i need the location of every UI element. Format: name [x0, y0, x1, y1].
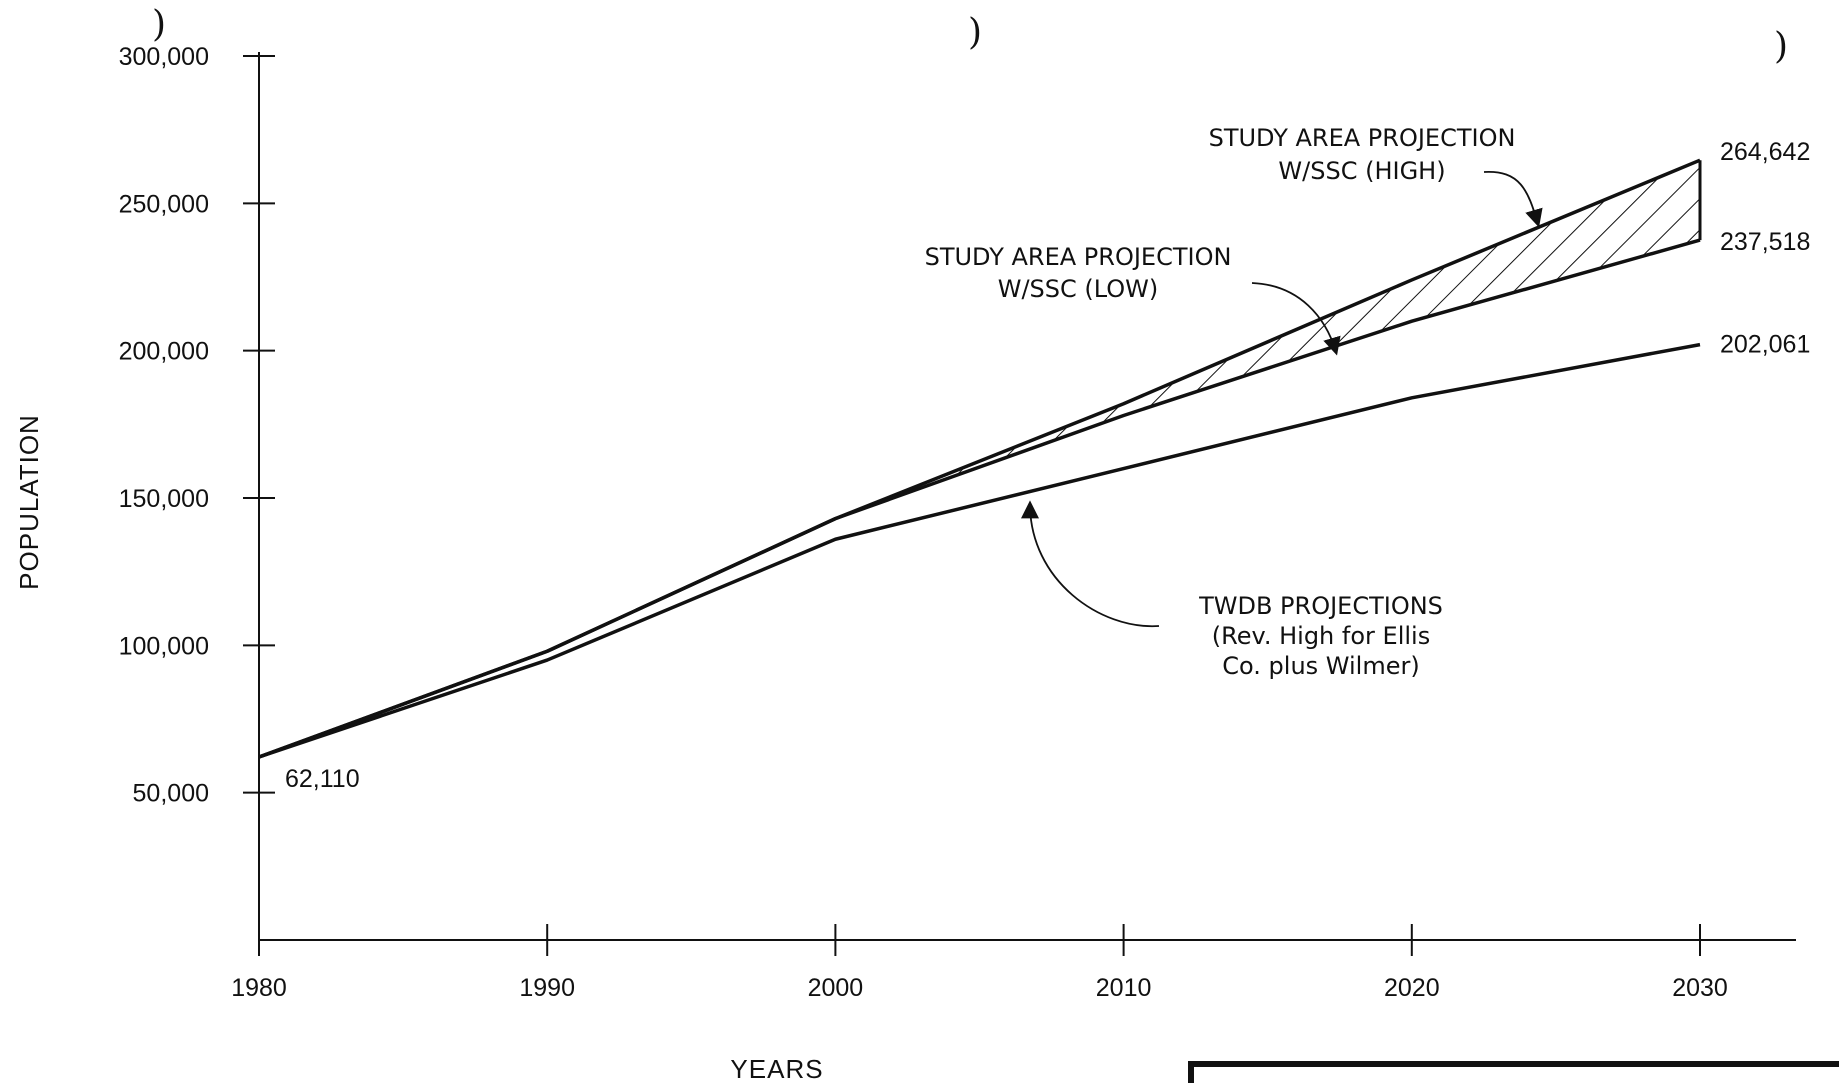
data-value-label: 202,061 [1720, 331, 1810, 359]
x-tick-label: 2010 [1096, 974, 1152, 1002]
annotation-text: (Rev. High for Ellis [1212, 622, 1430, 650]
y-tick-label: 200,000 [119, 338, 209, 366]
annotation-leader [1483, 171, 1543, 228]
annotation-leader [1021, 500, 1160, 627]
scan-mark: ) [968, 12, 982, 53]
series-line-twdb [258, 342, 1701, 759]
data-value-label: 62,110 [285, 765, 360, 793]
annotation-text: W/SSC (HIGH) [1278, 157, 1445, 185]
title-block-frame [1188, 1061, 1839, 1083]
x-tick-label: 1990 [519, 974, 575, 1002]
y-tick-label: 50,000 [133, 780, 209, 808]
annotation-text: STUDY AREA PROJECTION [925, 243, 1232, 271]
x-tick-label: 2030 [1672, 974, 1728, 1002]
x-tick-label: 1980 [231, 974, 287, 1002]
scan-mark: ) [152, 4, 166, 45]
x-tick-label: 2020 [1384, 974, 1440, 1002]
scan-mark: ) [1774, 26, 1788, 67]
y-axis-title: POPULATION [14, 414, 44, 590]
data-value-label: 264,642 [1720, 138, 1810, 166]
series-line-low [258, 238, 1701, 759]
y-tick-label: 250,000 [119, 190, 209, 218]
annotation-text: Co. plus Wilmer) [1222, 652, 1419, 680]
y-tick-label: 100,000 [119, 632, 209, 660]
data-value-label: 237,518 [1720, 228, 1810, 256]
y-tick-label: 150,000 [119, 485, 209, 513]
annotation-leader [1251, 282, 1341, 356]
annotation-text: STUDY AREA PROJECTION [1209, 124, 1516, 152]
x-tick-label: 2000 [808, 974, 864, 1002]
annotation-text: TWDB PROJECTIONS [1198, 592, 1443, 620]
annotation-text: W/SSC (LOW) [998, 275, 1159, 303]
y-tick-label: 300,000 [119, 43, 209, 71]
x-axis-title: YEARS [730, 1054, 823, 1083]
